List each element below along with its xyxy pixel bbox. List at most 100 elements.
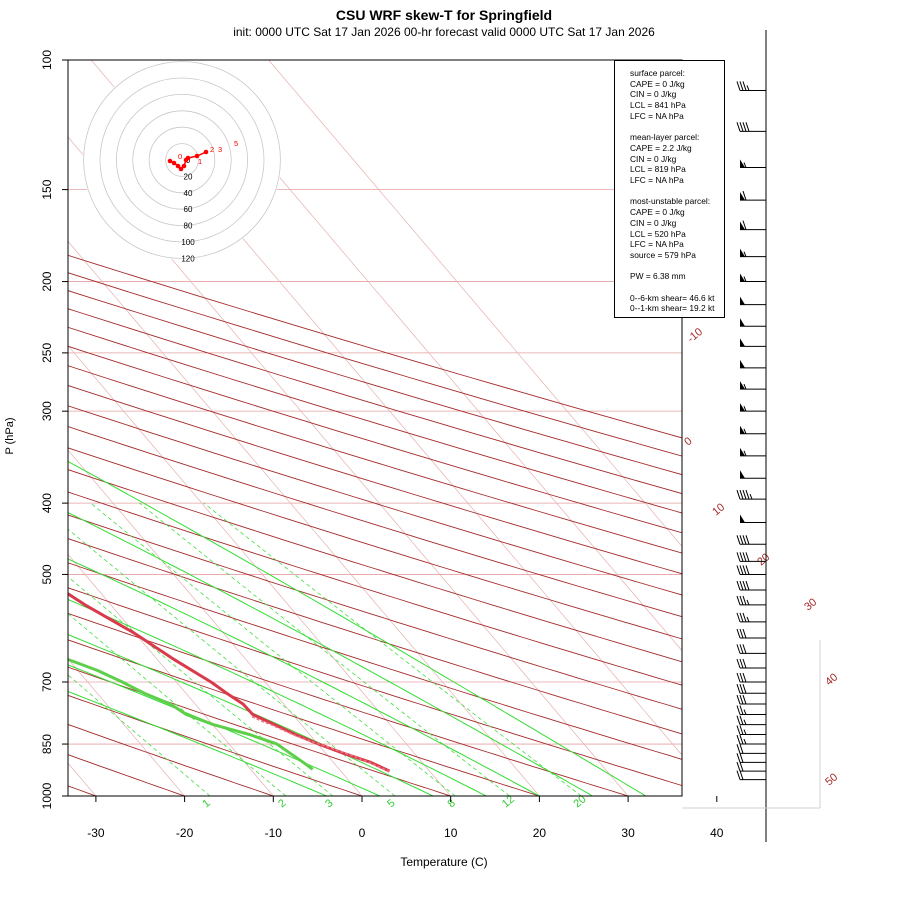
mixing-ratio-line	[68, 613, 287, 796]
dewpoint-trace	[68, 657, 314, 771]
wind-barb	[740, 159, 766, 169]
parcel-trace	[251, 715, 390, 772]
dry-adiabat	[68, 272, 682, 457]
surface-lfc: LFC = NA hPa	[630, 110, 684, 121]
mixing-ratio-line	[68, 528, 396, 796]
hodograph-ring-label: 80	[184, 222, 193, 231]
wind-barb	[736, 770, 766, 781]
most-unstable-cape: CAPE = 0 J/kg	[630, 207, 685, 218]
dry-adiabat	[68, 469, 682, 663]
most-unstable-source: source = 579 hPa	[630, 249, 696, 260]
dry-adiabat	[68, 290, 682, 476]
wind-barb	[736, 122, 766, 132]
x-tick-label: 30	[621, 826, 635, 840]
moist-adiabat	[68, 460, 647, 796]
wind-barb	[740, 425, 766, 435]
isotherm-label: 50	[823, 771, 840, 788]
wind-barb	[736, 658, 766, 669]
wind-barb	[736, 761, 766, 772]
mean-layer-cin: CIN = 0 J/kg	[630, 153, 677, 164]
temperature-trace	[68, 592, 391, 773]
mixing-ratio-line	[203, 502, 582, 796]
wind-barb	[740, 514, 766, 523]
isotherm-label: 30	[802, 596, 819, 613]
isotherm-label: -10	[685, 326, 705, 345]
dry-adiabat	[68, 587, 682, 787]
dry-adiabat	[68, 308, 682, 495]
dry-adiabat	[68, 639, 541, 796]
hodograph-point-label: 2	[210, 145, 214, 154]
mixing-ratio-label: 8	[445, 797, 457, 810]
y-tick-label: 1000	[40, 782, 54, 809]
mean-layer-cape: CAPE = 2.2 J/kg	[630, 142, 692, 153]
x-tick-label: -10	[265, 826, 283, 840]
shear-0-6km: 0--6-km shear= 46.6 kt	[630, 292, 715, 303]
mixing-ratio-label: 5	[385, 797, 397, 810]
wind-barb	[740, 190, 766, 201]
chart-subtitle: init: 0000 UTC Sat 17 Jan 2026 00-hr for…	[233, 25, 655, 39]
isotherm-line	[68, 553, 274, 796]
most-unstable-heading: most-unstable parcel:	[630, 196, 711, 207]
x-tick-label: 0	[359, 826, 366, 840]
dry-adiabat	[68, 666, 453, 796]
wind-barb	[736, 705, 766, 716]
x-tick-label: -30	[87, 826, 105, 840]
dry-adiabat	[68, 724, 275, 796]
hodograph-ring-label: 60	[184, 205, 193, 214]
wind-barb	[736, 734, 766, 745]
hodograph-ring-label: 100	[181, 238, 195, 247]
hodograph-ring-label: 40	[184, 189, 193, 198]
isotherm-line	[68, 345, 452, 796]
hodograph-ring-label: 120	[181, 254, 195, 263]
wind-barb	[736, 694, 766, 705]
moist-adiabat	[68, 690, 327, 796]
most-unstable-lcl: LCL = 520 hPa	[630, 228, 686, 239]
y-tick-label: 400	[40, 493, 54, 513]
wind-barb	[740, 220, 766, 231]
most-unstable-lfc: LFC = NA hPa	[630, 239, 684, 250]
wind-barb	[736, 672, 766, 683]
wind-barb	[736, 489, 766, 500]
isotherm-line	[68, 658, 186, 796]
dry-adiabat	[68, 491, 682, 686]
y-axis-label: P (hPa)	[4, 417, 16, 454]
dry-adiabat	[68, 514, 682, 710]
y-tick-label: 500	[40, 564, 54, 584]
dry-adiabat	[68, 694, 364, 796]
hodograph-ring-label: 0	[186, 156, 191, 165]
mean-layer-lfc: LFC = NA hPa	[630, 175, 684, 186]
wind-barb	[740, 447, 766, 457]
dry-adiabat	[68, 254, 682, 439]
wind-barb	[736, 81, 766, 91]
dry-adiabat	[68, 538, 682, 735]
wind-barb	[736, 753, 766, 763]
hodograph-ring-label: 20	[184, 172, 193, 181]
wind-barb	[736, 644, 766, 654]
isotherm-label: 40	[823, 671, 840, 688]
wind-barb	[736, 580, 766, 591]
x-axis-label: Temperature (C)	[400, 855, 487, 869]
wind-barb	[740, 248, 766, 258]
mixing-ratio-line	[139, 502, 510, 796]
x-tick-label: 10	[444, 826, 458, 840]
dry-adiabat	[68, 562, 682, 760]
hodograph-point-label: 1	[198, 157, 202, 166]
dry-adiabat	[68, 447, 682, 640]
moist-adiabat	[68, 558, 540, 796]
most-unstable-cin: CIN = 0 J/kg	[630, 217, 677, 228]
dry-adiabat	[68, 612, 630, 796]
isotherm-label: 0	[682, 435, 694, 448]
hodograph-point-label: 3	[218, 145, 222, 154]
isotherm-label: 10	[710, 501, 727, 518]
y-tick-label: 700	[40, 672, 54, 692]
moist-adiabat	[68, 511, 593, 796]
wind-barb	[736, 595, 766, 606]
surface-parcel-heading: surface parcel:	[630, 68, 685, 78]
wind-barb	[740, 318, 766, 327]
surface-cin: CIN = 0 J/kg	[630, 89, 677, 100]
dry-adiabat	[68, 426, 682, 618]
hodograph-point-label: 5	[234, 139, 238, 148]
dry-adiabat	[68, 754, 186, 796]
